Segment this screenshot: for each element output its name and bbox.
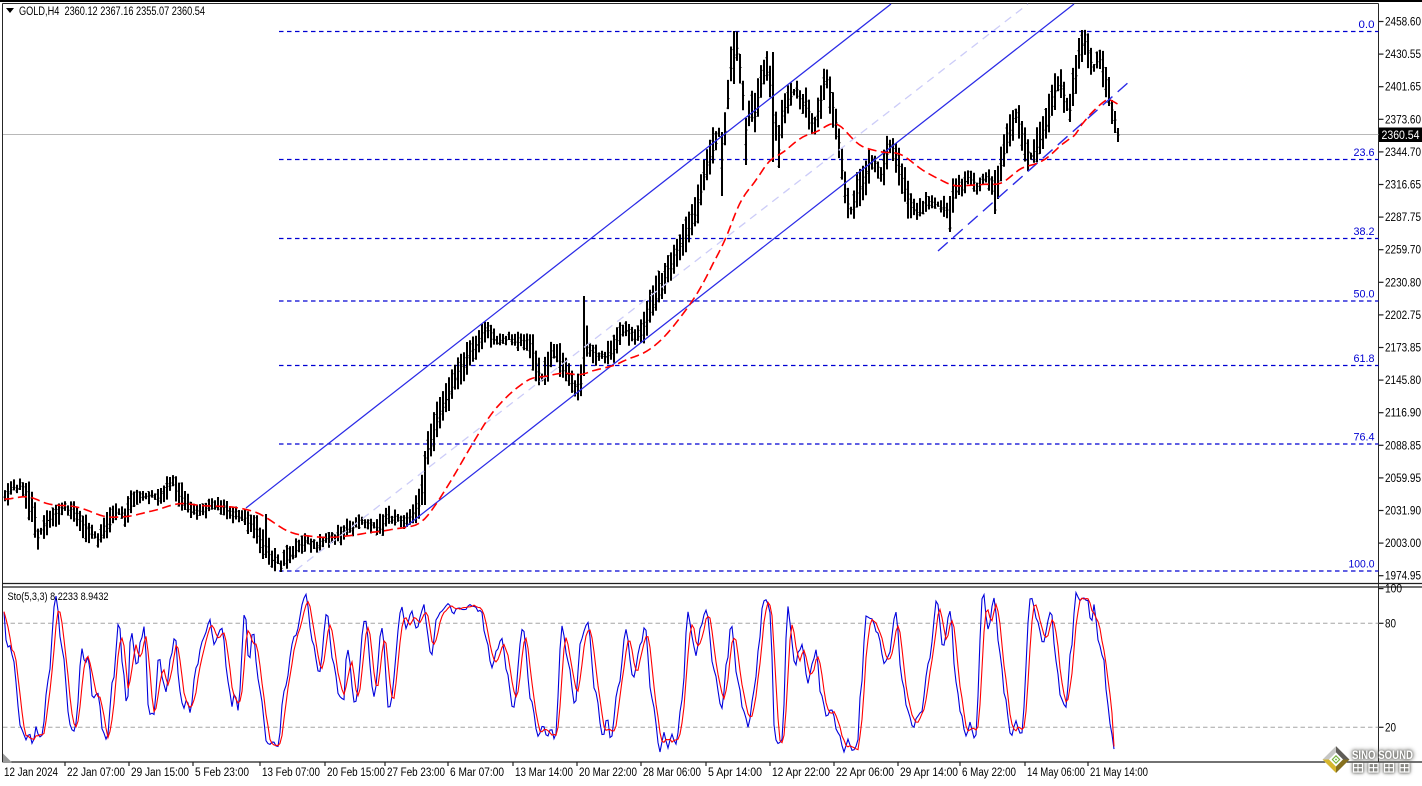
- svg-text:0.0: 0.0: [1359, 19, 1375, 31]
- svg-text:GOLD,H4 2360.12 2367.16 2355.: GOLD,H4 2360.12 2367.16 2355.07 2360.54: [19, 6, 205, 18]
- svg-text:2401.65: 2401.65: [1385, 82, 1421, 94]
- svg-text:2202.75: 2202.75: [1385, 310, 1421, 322]
- svg-text:29 Jan 15:00: 29 Jan 15:00: [131, 767, 189, 779]
- svg-text:100.0: 100.0: [1349, 559, 1375, 571]
- svg-text:2430.55: 2430.55: [1385, 49, 1421, 61]
- svg-text:2373.60: 2373.60: [1385, 114, 1421, 126]
- svg-text:Sto(5,3,3) 8.2233 8.9432: Sto(5,3,3) 8.2233 8.9432: [8, 591, 109, 603]
- svg-text:22 Jan 07:00: 22 Jan 07:00: [67, 767, 125, 779]
- svg-text:80: 80: [1385, 618, 1396, 630]
- svg-text:2059.95: 2059.95: [1385, 473, 1421, 485]
- svg-text:12 Apr 22:00: 12 Apr 22:00: [772, 767, 830, 779]
- svg-text:22 Apr 06:00: 22 Apr 06:00: [836, 767, 894, 779]
- svg-text:2145.80: 2145.80: [1385, 375, 1421, 387]
- svg-text:6 Mar 07:00: 6 Mar 07:00: [450, 767, 504, 779]
- svg-text:5 Apr 14:00: 5 Apr 14:00: [708, 767, 762, 779]
- svg-text:2088.85: 2088.85: [1385, 440, 1421, 452]
- svg-text:20 Mar 22:00: 20 Mar 22:00: [579, 767, 637, 779]
- svg-text:SINO SOUND: SINO SOUND: [1352, 748, 1413, 762]
- svg-text:21 May 14:00: 21 May 14:00: [1090, 767, 1148, 779]
- svg-text:2287.75: 2287.75: [1385, 212, 1421, 224]
- svg-text:13 Mar 14:00: 13 Mar 14:00: [515, 767, 573, 779]
- svg-text:29 Apr 14:00: 29 Apr 14:00: [900, 767, 958, 779]
- svg-text:61.8: 61.8: [1354, 353, 1375, 365]
- svg-text:5 Feb 23:00: 5 Feb 23:00: [195, 767, 249, 779]
- svg-text:2230.80: 2230.80: [1385, 277, 1421, 289]
- svg-text:2173.85: 2173.85: [1385, 343, 1421, 355]
- svg-text:20 Feb 15:00: 20 Feb 15:00: [327, 767, 385, 779]
- svg-text:2458.60: 2458.60: [1385, 17, 1421, 29]
- svg-text:1974.95: 1974.95: [1385, 571, 1421, 583]
- svg-text:2360.54: 2360.54: [1382, 130, 1421, 142]
- svg-text:2003.00: 2003.00: [1385, 538, 1421, 550]
- svg-text:23.6: 23.6: [1354, 147, 1375, 159]
- svg-text:2344.70: 2344.70: [1385, 147, 1421, 159]
- svg-text:13 Feb 07:00: 13 Feb 07:00: [262, 767, 320, 779]
- svg-text:2116.90: 2116.90: [1385, 408, 1421, 420]
- svg-text:2259.70: 2259.70: [1385, 245, 1421, 257]
- svg-text:27 Feb 23:00: 27 Feb 23:00: [387, 767, 445, 779]
- svg-text:20: 20: [1385, 722, 1396, 734]
- svg-text:14 May 06:00: 14 May 06:00: [1027, 767, 1085, 779]
- svg-text:50.0: 50.0: [1354, 289, 1375, 301]
- svg-text:2316.65: 2316.65: [1385, 180, 1421, 192]
- svg-text:12 Jan 2024: 12 Jan 2024: [4, 767, 59, 779]
- svg-text:28 Mar 06:00: 28 Mar 06:00: [643, 767, 701, 779]
- svg-text:100: 100: [1385, 584, 1402, 596]
- svg-text:6 May 22:00: 6 May 22:00: [962, 767, 1016, 779]
- svg-text:76.4: 76.4: [1354, 432, 1375, 444]
- svg-text:2031.90: 2031.90: [1385, 506, 1421, 518]
- svg-text:38.2: 38.2: [1354, 226, 1375, 238]
